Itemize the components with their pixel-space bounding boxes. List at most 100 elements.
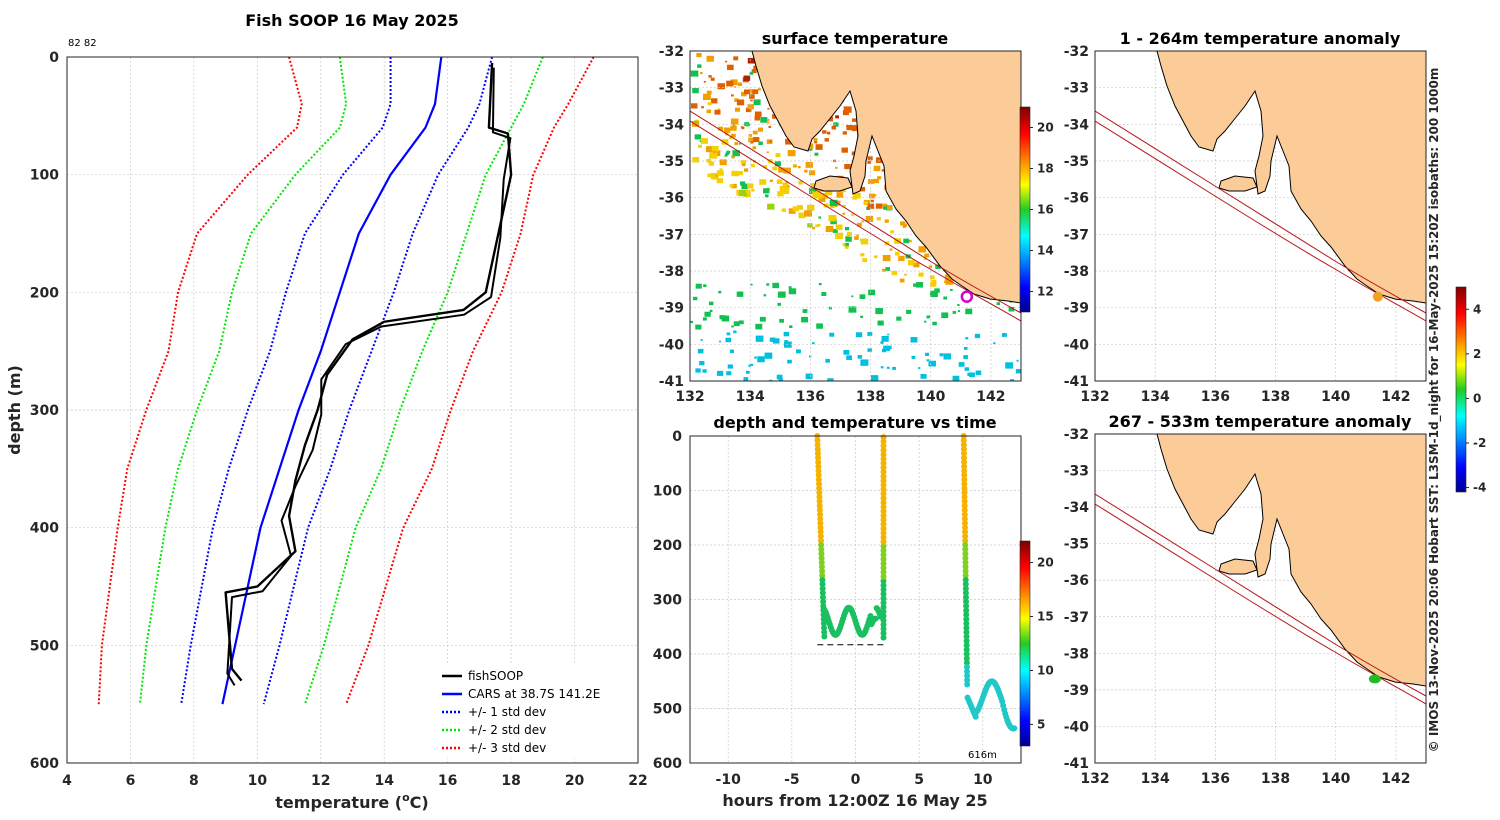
- depth-time-point: [880, 464, 887, 471]
- depth-time-point: [817, 533, 824, 540]
- sst-cell: [698, 144, 702, 148]
- depth-time-point: [880, 586, 887, 593]
- depth-time-point: [817, 537, 824, 544]
- y-tick-label: -38: [1064, 646, 1089, 662]
- depth-time-point: [816, 485, 823, 492]
- x-tick-label: 134: [736, 389, 765, 405]
- profile-lines: [97, 56, 595, 705]
- sst-cell: [726, 150, 731, 154]
- depth-time-grid: [690, 435, 1021, 764]
- sst-cell: [957, 310, 961, 312]
- sst-cell: [869, 194, 875, 198]
- sst-cell: [911, 355, 916, 359]
- sst-cell: [824, 189, 833, 196]
- sst-cell: [779, 185, 788, 193]
- y-tick-label: -32: [659, 44, 684, 60]
- sst-cell: [805, 373, 813, 380]
- sst-cell: [822, 130, 827, 134]
- depth-time-point: [880, 455, 887, 462]
- colorbar-tick-label: -2: [1473, 436, 1486, 450]
- sst-cell: [766, 121, 770, 124]
- depth-time-point: [818, 542, 825, 548]
- x-tick-label: 140: [1321, 771, 1350, 787]
- sst-cell: [818, 196, 826, 202]
- sst-cell: [743, 377, 749, 381]
- depth-time-point: [820, 598, 827, 605]
- sst-cell: [930, 290, 938, 298]
- depth-time-point: [820, 620, 827, 627]
- sst-cell: [741, 183, 749, 190]
- x-tick-label: 138: [1261, 389, 1290, 405]
- y-tick-label: 600: [30, 756, 59, 772]
- depth-time-point: [960, 437, 967, 444]
- y-tick-label: 400: [653, 647, 682, 663]
- sst-cell: [705, 146, 714, 153]
- sst-cell: [717, 83, 726, 90]
- sst-cell: [807, 223, 813, 228]
- depth-time-point: [880, 547, 887, 554]
- colorbar-tick-label: 20: [1037, 121, 1054, 135]
- sst-cell: [1005, 362, 1014, 369]
- sst-cell: [708, 75, 712, 78]
- sst-cell: [818, 282, 822, 286]
- sst-cell: [772, 166, 778, 171]
- sst-cell: [882, 203, 888, 208]
- sst-cell: [827, 378, 834, 381]
- sst-cell: [842, 131, 847, 135]
- sst-cell: [829, 332, 835, 337]
- sst-cell: [777, 291, 786, 298]
- sst-cell: [788, 288, 797, 295]
- x-tick-label: 134: [1141, 389, 1170, 405]
- depth-time-point: [960, 446, 967, 453]
- sst-cell: [792, 164, 797, 168]
- sst-cell: [898, 255, 905, 262]
- depth-time-point: [961, 472, 968, 479]
- surface-map-ticks: 132 134 136 138 140 142 -32 -33 -34 -35 -36 -37 -38 -…: [659, 44, 1006, 405]
- sst-cell: [767, 108, 770, 110]
- sst-cell: [788, 208, 796, 214]
- sst-cell: [766, 151, 769, 154]
- sst-cell: [754, 116, 760, 121]
- sst-cell: [860, 359, 869, 366]
- depth-time-point: [819, 581, 826, 588]
- sst-cell: [755, 335, 764, 342]
- depth-time-point: [880, 591, 887, 598]
- x-tick-label: 140: [1321, 389, 1350, 405]
- depth-time-point: [963, 646, 970, 653]
- sst-cell: [710, 77, 715, 81]
- profile-ticks: 4 6 8 10 12 14 16 18 20 22 0 100 200 300 400 500 600: [30, 50, 648, 789]
- colorbar-tick-label: 4: [1473, 302, 1481, 316]
- y-tick-label: -39: [1064, 683, 1089, 699]
- sst-cell: [802, 309, 808, 313]
- sst-cell: [734, 86, 737, 88]
- y-tick-label: -35: [1064, 154, 1089, 170]
- sst-cell: [750, 99, 753, 102]
- sst-cell: [891, 270, 898, 276]
- depth-time-point: [880, 490, 887, 497]
- depth-time-point: [821, 633, 828, 640]
- sst-cell: [725, 60, 728, 63]
- colorbar-tick-label: 14: [1037, 244, 1054, 258]
- sst-cell: [903, 238, 910, 244]
- sst-cell: [711, 175, 717, 180]
- sst-cell: [836, 192, 844, 198]
- sst-cell: [710, 98, 718, 104]
- depth-time-point: [963, 629, 970, 636]
- depth-time-point: [880, 447, 887, 454]
- sst-cell: [758, 141, 763, 146]
- depth-time-point: [816, 494, 823, 501]
- sst-cell: [727, 364, 733, 369]
- sst-cell: [721, 315, 730, 322]
- sst-cell: [763, 294, 767, 297]
- sst-cell: [753, 99, 761, 106]
- sst-cell: [724, 154, 728, 157]
- depth-time-point: [814, 450, 821, 457]
- sst-cell: [892, 366, 896, 370]
- depth-time-point: [963, 642, 970, 649]
- sst-cell: [943, 296, 948, 300]
- x-tick-label: 142: [1381, 771, 1410, 787]
- depth-time-point: [880, 621, 887, 628]
- sst-cell: [851, 125, 860, 132]
- sst-cell: [736, 99, 745, 106]
- depth-time-point: [880, 438, 887, 445]
